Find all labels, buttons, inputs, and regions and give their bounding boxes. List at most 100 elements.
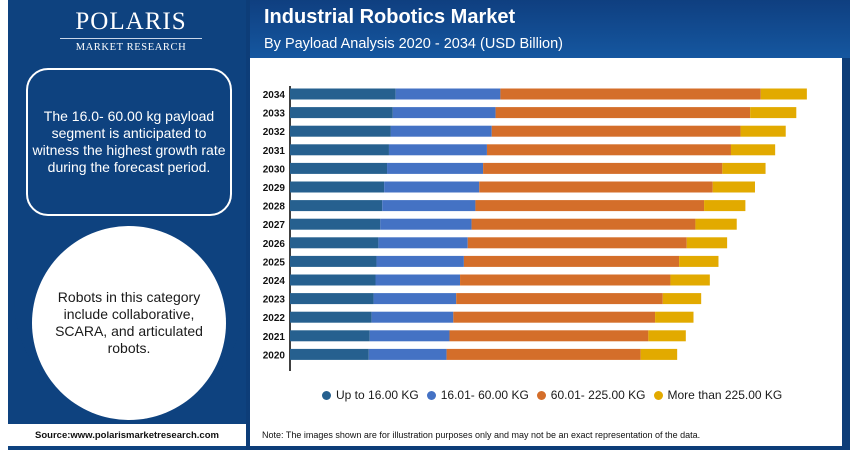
y-tick-label: 2020: [263, 350, 286, 361]
bar-segment-2029-series-2: [479, 181, 713, 193]
bar-segment-2025-series-1: [376, 255, 464, 267]
y-tick-label: 2029: [263, 183, 286, 194]
y-tick-label: 2032: [263, 127, 286, 138]
bar-segment-2025-series-3: [679, 255, 719, 267]
bar-segment-2020-series-2: [446, 348, 641, 360]
y-tick-label: 2030: [263, 164, 286, 175]
logo-divider: [60, 38, 202, 39]
bar-segment-2025-series-2: [463, 255, 680, 267]
bar-segment-2023-series-1: [373, 293, 457, 305]
bar-segment-2020-series-0: [290, 348, 369, 360]
legend-marker-icon: [536, 390, 546, 400]
info-circle: Robots in this category include collabor…: [32, 226, 226, 420]
legend-marker-icon: [653, 390, 663, 400]
bar-segment-2029-series-3: [712, 181, 755, 193]
y-tick-label: 2031: [263, 146, 286, 157]
legend-marker-icon: [322, 390, 331, 400]
bar-segment-2034-series-3: [760, 88, 807, 100]
bar-segment-2031-series-0: [290, 144, 389, 156]
bar-segment-2022-series-2: [453, 311, 656, 323]
disclaimer-note: Note: The images shown are for illustrat…: [262, 430, 701, 440]
bar-segment-2033-series-3: [750, 107, 797, 119]
bar-segment-2021-series-1: [369, 330, 450, 342]
bar-segment-2032-series-0: [290, 125, 391, 137]
legend-label: 16.01- 60.00 KG: [440, 388, 529, 402]
bar-segment-2022-series-3: [655, 311, 694, 323]
chart-area: 2034 2033 2032 2031 2030 2029 2028 2027 2026 2025…: [250, 58, 842, 424]
legend-item-0: Up to 16.00 KG: [322, 388, 419, 402]
y-tick-label: 2024: [263, 276, 286, 287]
bar-segment-2024-series-0: [290, 274, 376, 286]
bar-segment-2032-series-1: [390, 125, 492, 137]
bar-segment-2024-series-1: [375, 274, 461, 286]
bar-segment-2029-series-1: [384, 181, 480, 193]
legend-item-1: 16.01- 60.00 KG: [426, 388, 529, 402]
y-tick-label: 2025: [263, 257, 286, 268]
bar-segment-2030-series-0: [290, 162, 388, 174]
y-tick-label: 2021: [263, 332, 286, 343]
bar-segment-2023-series-2: [456, 293, 663, 305]
bar-segment-2034-series-2: [500, 88, 761, 100]
bar-segment-2032-series-2: [491, 125, 741, 137]
bar-segment-2032-series-3: [740, 125, 786, 137]
bar-segment-2033-series-2: [495, 107, 751, 119]
bar-chart: 2034 2033 2032 2031 2030 2029 2028 2027 2026 2025…: [263, 86, 807, 371]
bar-segment-2026-series-2: [467, 237, 687, 249]
bar-segment-2027-series-1: [380, 218, 472, 230]
bar-segment-2031-series-3: [730, 144, 776, 156]
legend-item-3: More than 225.00 KG: [653, 388, 783, 402]
bar-segment-2031-series-1: [388, 144, 487, 156]
bar-segment-2030-series-3: [722, 162, 766, 174]
right-edge: [842, 58, 850, 450]
bar-segment-2020-series-3: [640, 348, 678, 360]
bar-segment-2028-series-3: [704, 200, 746, 212]
source-credit: Source:www.polarismarketresearch.com: [8, 424, 246, 446]
bar-segment-2027-series-0: [290, 218, 381, 230]
bar-segment-2023-series-3: [662, 293, 702, 305]
legend-label: 60.01- 225.00 KG: [550, 388, 646, 402]
chart-legend: Up to 16.00 KG 16.01- 60.00 KG 60.01- 225.…: [322, 388, 790, 402]
bar-segment-2029-series-0: [290, 181, 385, 193]
legend-label: More than 225.00 KG: [667, 388, 783, 402]
bar-segment-2033-series-0: [290, 107, 393, 119]
y-tick-label: 2034: [263, 90, 286, 101]
chart-subtitle: By Payload Analysis 2020 - 2034 (USD Bil…: [264, 36, 564, 52]
bar-segment-2026-series-1: [378, 237, 468, 249]
bar-segment-2022-series-1: [371, 311, 454, 323]
y-tick-label: 2027: [263, 220, 286, 231]
y-tick-label: 2033: [263, 109, 286, 120]
bar-segment-2020-series-1: [368, 348, 447, 360]
y-tick-label: 2022: [263, 313, 286, 324]
bar-segment-2034-series-0: [290, 88, 396, 100]
info-text: The 16.0- 60.00 kg payload segment is an…: [32, 108, 226, 175]
circle-text: Robots in this category include collabor…: [55, 289, 203, 356]
brand-tagline: MARKET RESEARCH: [75, 42, 187, 53]
chart-title: Industrial Robotics Market: [264, 6, 516, 28]
legend-marker-icon: [426, 390, 436, 400]
y-tick-label: 2023: [263, 295, 286, 306]
y-tick-label: 2026: [263, 239, 286, 250]
bar-segment-2028-series-2: [475, 200, 705, 212]
bar-segment-2030-series-2: [483, 162, 723, 174]
bar-segment-2022-series-0: [290, 311, 372, 323]
bar-segment-2021-series-0: [290, 330, 370, 342]
legend-item-2: 60.01- 225.00 KG: [536, 388, 646, 402]
info-callout: The 16.0- 60.00 kg payload segment is an…: [26, 68, 232, 216]
note-bar: Note: The images shown are for illustrat…: [250, 424, 842, 446]
bar-segment-2034-series-1: [395, 88, 501, 100]
bar-segment-2033-series-1: [392, 107, 496, 119]
bar-segment-2025-series-0: [290, 255, 377, 267]
bar-segment-2030-series-1: [387, 162, 484, 174]
bar-segment-2024-series-3: [670, 274, 710, 286]
legend-label: Up to 16.00 KG: [336, 388, 419, 402]
bar-segment-2031-series-2: [486, 144, 731, 156]
brand-name: POLARIS: [75, 8, 187, 35]
bar-segment-2027-series-2: [471, 218, 696, 230]
left-edge: [0, 0, 8, 450]
bar-segment-2028-series-0: [290, 200, 383, 212]
chart-header: Industrial Robotics Market By Payload An…: [250, 0, 850, 58]
bar-segment-2028-series-1: [382, 200, 476, 212]
bar-segment-2021-series-3: [648, 330, 686, 342]
bar-segment-2026-series-3: [686, 237, 728, 249]
brand-logo: POLARIS MARKET RESEARCH: [56, 8, 206, 53]
